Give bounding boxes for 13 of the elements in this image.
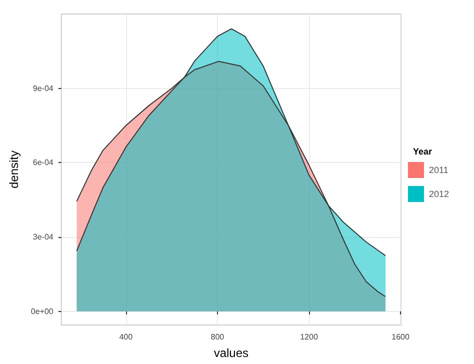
x-tick-label: 1200 [300,332,318,342]
x-tick-label: 1600 [392,332,410,342]
y-axis-title: density [7,150,21,189]
x-tick-label: 800 [210,332,225,342]
y-tick-label: 3e-04 [32,232,54,242]
x-tick-label: 400 [119,332,134,342]
y-tick-label: 6e-04 [32,158,54,168]
legend-label: 2012 [428,189,450,199]
legend-label: 2011 [428,165,448,175]
legend-title: Year [412,146,432,156]
x-axis-title: values [214,346,249,360]
y-tick-label: 0e+00 [30,306,54,316]
y-tick-label: 9e-04 [32,84,54,93]
